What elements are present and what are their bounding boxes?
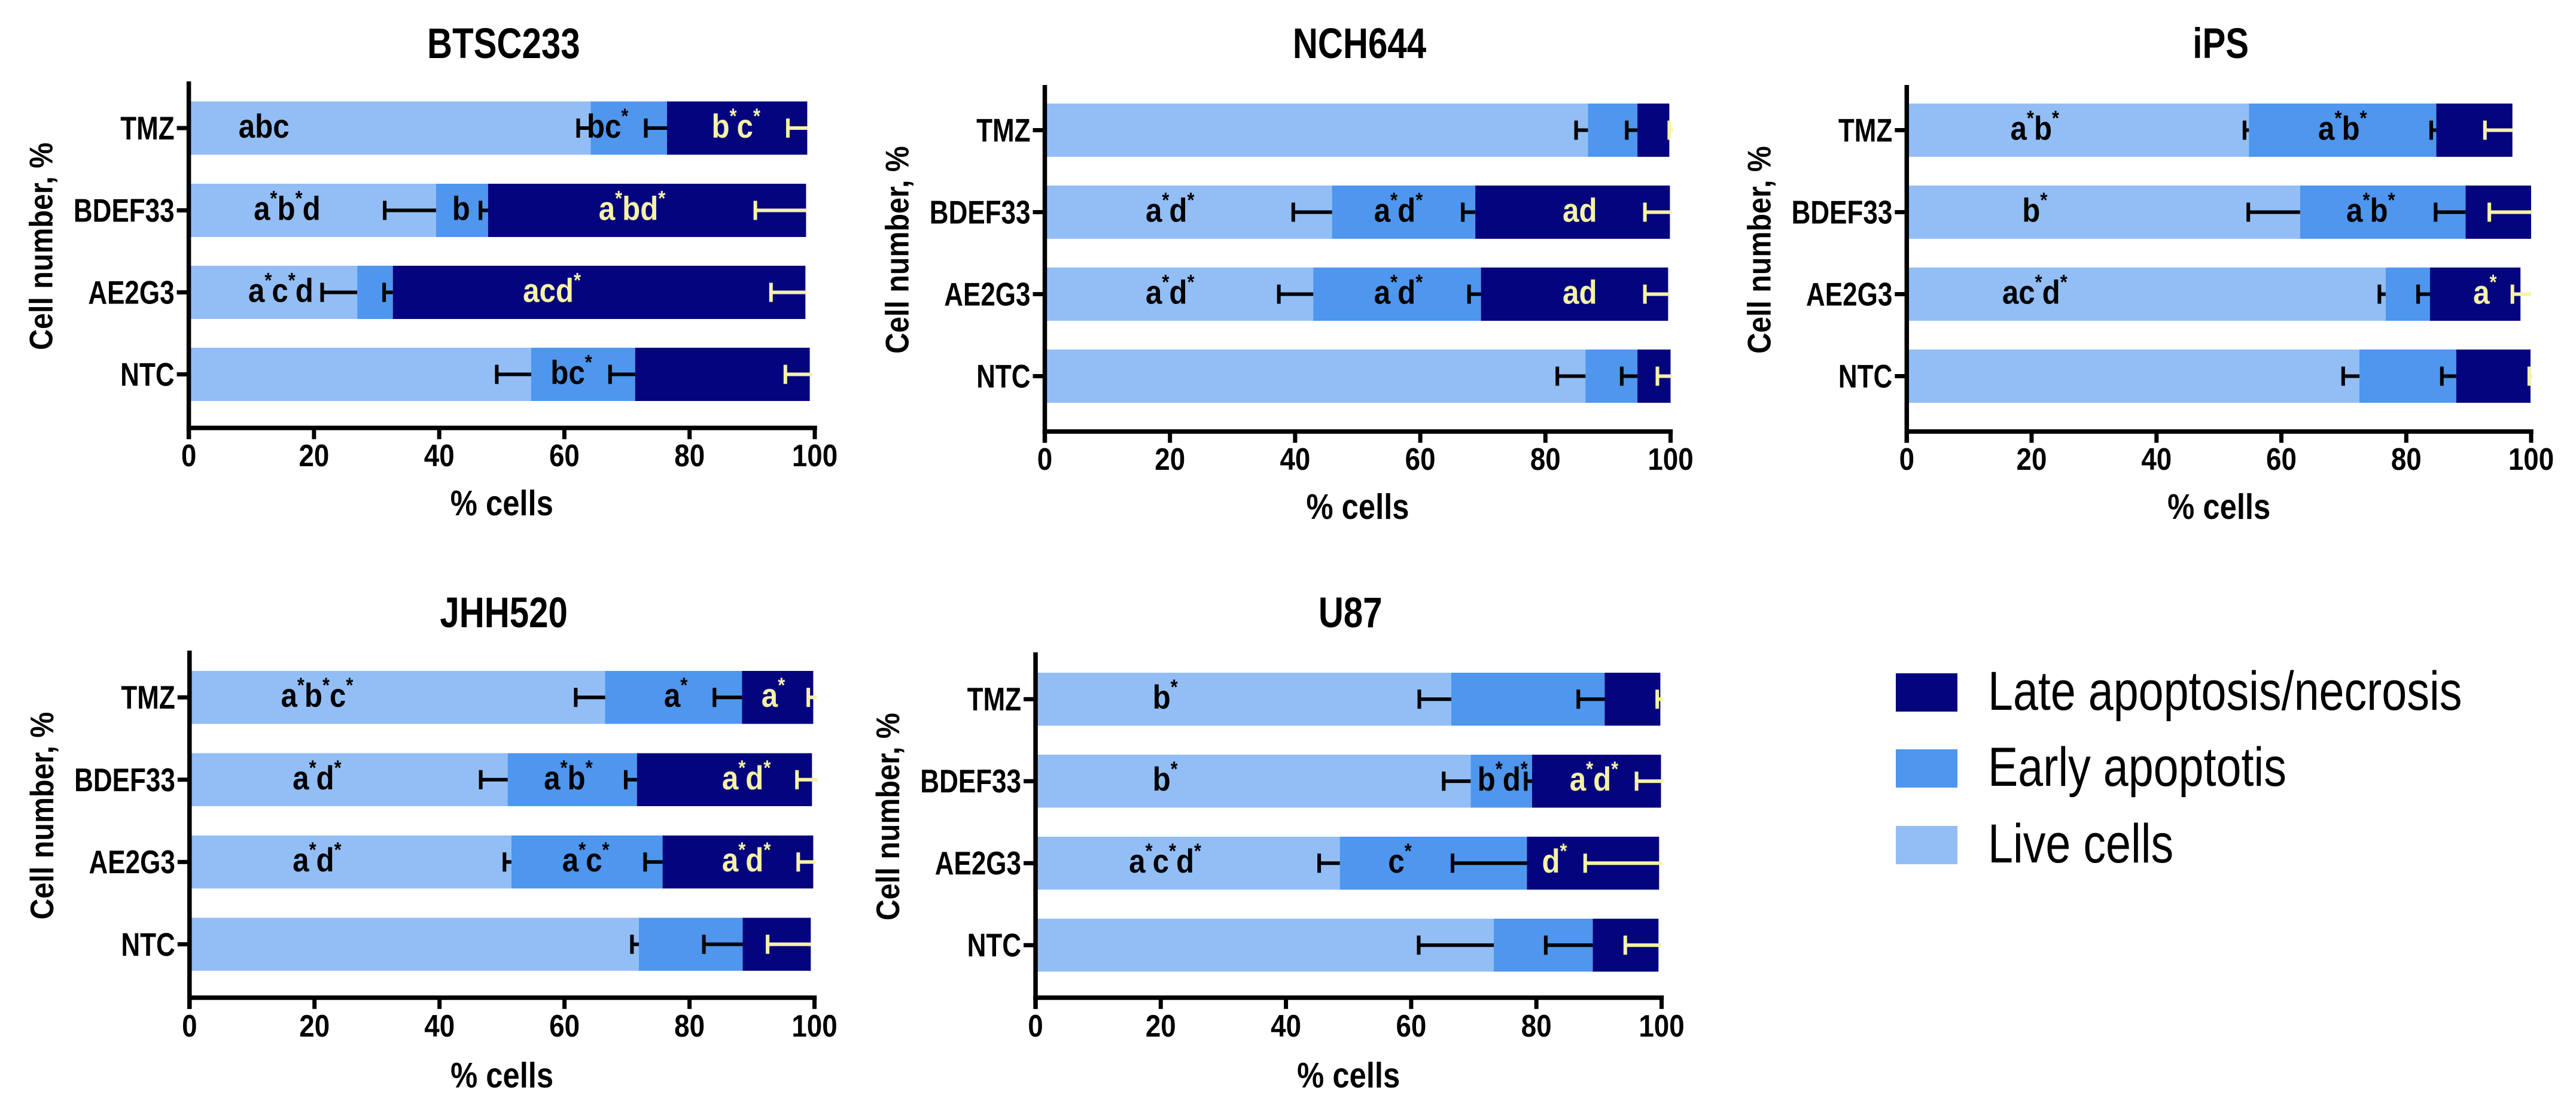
svg-text:ad: ad — [1563, 192, 1597, 230]
svg-text:a*​d*​: a*​d*​ — [1570, 757, 1619, 798]
svg-text:Cell number, %: Cell number, % — [23, 712, 60, 920]
svg-text:40: 40 — [424, 439, 455, 473]
svg-text:0: 0 — [182, 1009, 197, 1043]
svg-text:20: 20 — [1146, 1009, 1176, 1043]
svg-text:abc: abc — [239, 108, 290, 145]
svg-text:Cell number, %: Cell number, % — [1740, 146, 1777, 354]
svg-text:AE2G3: AE2G3 — [1806, 276, 1892, 313]
svg-text:Cell number, %: Cell number, % — [23, 142, 60, 350]
svg-text:40: 40 — [1271, 1009, 1301, 1043]
svg-text:40: 40 — [2141, 442, 2172, 476]
svg-text:0: 0 — [1037, 442, 1052, 476]
svg-text:% cells: % cells — [1297, 1055, 1400, 1095]
svg-text:TMZ: TMZ — [1838, 112, 1892, 149]
svg-text:BTSC233: BTSC233 — [427, 19, 580, 67]
svg-text:U87: U87 — [1319, 588, 1383, 636]
svg-text:100: 100 — [1639, 1009, 1684, 1043]
svg-text:NTC: NTC — [121, 926, 175, 963]
svg-text:a*​d*​: a*​d*​ — [1146, 189, 1195, 230]
svg-text:Live cells: Live cells — [1988, 813, 2173, 874]
svg-text:40: 40 — [1280, 442, 1310, 476]
svg-text:80: 80 — [1530, 442, 1561, 476]
svg-text:0: 0 — [1899, 442, 1914, 476]
svg-text:a*​b*​: a*​b*​ — [2346, 189, 2395, 230]
svg-text:% cells: % cells — [2167, 487, 2270, 526]
svg-text:60: 60 — [549, 1009, 580, 1043]
svg-text:NTC: NTC — [120, 356, 174, 393]
svg-text:a*​d*​: a*​d*​ — [722, 838, 771, 879]
svg-text:NTC: NTC — [1838, 358, 1892, 395]
svg-text:% cells: % cells — [450, 483, 553, 522]
svg-text:60: 60 — [1405, 442, 1436, 476]
svg-text:% cells: % cells — [1306, 487, 1409, 526]
svg-text:TMZ: TMZ — [120, 110, 174, 147]
svg-text:60: 60 — [549, 439, 580, 473]
svg-text:NTC: NTC — [967, 927, 1021, 964]
svg-text:a*​: a*​ — [2473, 271, 2497, 312]
svg-text:60: 60 — [1396, 1009, 1426, 1043]
svg-text:ac*​d*​: ac*​d*​ — [2002, 271, 2068, 312]
svg-text:Cell number, %: Cell number, % — [879, 146, 916, 354]
svg-text:a*​b*​: a*​b*​ — [544, 756, 593, 797]
svg-text:80: 80 — [674, 439, 705, 473]
svg-text:Cell number, %: Cell number, % — [869, 713, 906, 920]
svg-text:80: 80 — [1521, 1009, 1552, 1043]
svg-text:iPS: iPS — [2193, 19, 2249, 67]
svg-text:a*​d*​: a*​d*​ — [1374, 189, 1423, 230]
svg-text:a*​d*​: a*​d*​ — [293, 756, 342, 797]
svg-text:20: 20 — [299, 1009, 330, 1043]
svg-text:AE2G3: AE2G3 — [944, 276, 1030, 313]
svg-text:Late apoptosis/necrosis: Late apoptosis/necrosis — [1988, 660, 2462, 722]
svg-text:20: 20 — [299, 439, 329, 473]
svg-text:100: 100 — [1648, 442, 1693, 476]
svg-text:Early apoptotis: Early apoptotis — [1988, 736, 2286, 798]
svg-text:AE2G3: AE2G3 — [935, 845, 1021, 882]
svg-text:ad: ad — [1563, 274, 1597, 312]
svg-text:a*​c*​: a*​c*​ — [562, 838, 610, 879]
svg-text:a*​bd*​: a*​bd*​ — [599, 187, 666, 228]
svg-text:a*​c*​d*​: a*​c*​d*​ — [1129, 839, 1201, 880]
svg-text:40: 40 — [424, 1009, 455, 1043]
svg-text:AE2G3: AE2G3 — [88, 274, 174, 311]
svg-text:60: 60 — [2266, 442, 2297, 476]
svg-text:100: 100 — [2508, 442, 2554, 476]
svg-text:a*​c*​d: a*​c*​d — [248, 269, 313, 310]
svg-text:BDEF33: BDEF33 — [920, 763, 1021, 800]
svg-text:a*​d*​: a*​d*​ — [1146, 271, 1195, 312]
svg-text:BDEF33: BDEF33 — [74, 192, 175, 229]
svg-text:a*​d*​: a*​d*​ — [293, 838, 342, 879]
svg-text:BDEF33: BDEF33 — [74, 761, 175, 798]
svg-text:b*​d*​: b*​d*​ — [1478, 757, 1528, 798]
svg-text:a*​b*​d: a*​b*​d — [254, 187, 321, 228]
svg-text:20: 20 — [2017, 442, 2047, 476]
svg-text:NTC: NTC — [976, 358, 1030, 395]
svg-text:0: 0 — [1028, 1009, 1043, 1043]
svg-text:TMZ: TMZ — [976, 112, 1030, 149]
svg-text:a*​d*​: a*​d*​ — [722, 756, 771, 797]
svg-text:BDEF33: BDEF33 — [1792, 194, 1893, 231]
svg-text:AE2G3: AE2G3 — [89, 844, 175, 881]
svg-text:a*​d*​: a*​d*​ — [1374, 271, 1423, 312]
svg-text:TMZ: TMZ — [121, 679, 175, 716]
svg-text:TMZ: TMZ — [967, 681, 1021, 718]
svg-text:100: 100 — [792, 439, 838, 473]
svg-text:acd*​: acd*​ — [523, 269, 581, 310]
svg-text:JHH520: JHH520 — [440, 588, 568, 636]
svg-text:% cells: % cells — [450, 1055, 553, 1095]
svg-text:0: 0 — [181, 439, 196, 473]
svg-text:100: 100 — [791, 1009, 837, 1043]
svg-text:20: 20 — [1155, 442, 1185, 476]
svg-text:a*​b*​c*​: a*​b*​c*​ — [281, 673, 353, 715]
svg-text:b: b — [452, 190, 470, 228]
svg-text:NCH644: NCH644 — [1293, 19, 1426, 67]
svg-text:a*​b*​: a*​b*​ — [2011, 107, 2060, 148]
svg-text:a*​b*​: a*​b*​ — [2318, 107, 2367, 148]
svg-text:BDEF33: BDEF33 — [930, 194, 1031, 231]
svg-text:80: 80 — [2391, 442, 2422, 476]
svg-text:80: 80 — [674, 1009, 705, 1043]
